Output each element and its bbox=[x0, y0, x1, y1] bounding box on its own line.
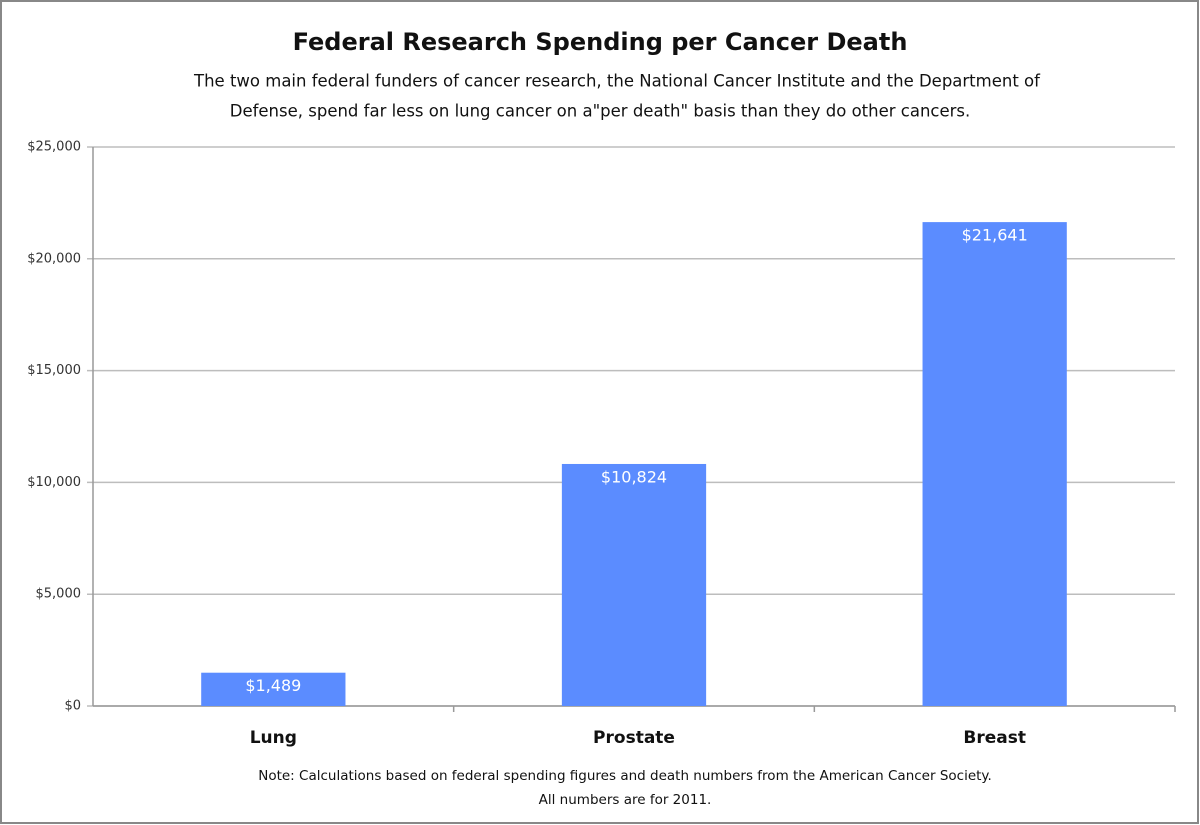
note: Note: Calculations based on federal spen… bbox=[258, 768, 992, 784]
y-tick-label: $0 bbox=[64, 699, 81, 714]
value-label: $21,641 bbox=[962, 226, 1028, 245]
x-tick-label: Prostate bbox=[593, 728, 675, 748]
subtitle: The two main federal funders of cancer r… bbox=[193, 72, 1041, 91]
chart-title: Federal Research Spending per Cancer Dea… bbox=[293, 28, 908, 56]
y-tick-label: $15,000 bbox=[27, 363, 81, 378]
value-label: $10,824 bbox=[601, 467, 667, 486]
note: All numbers are for 2011. bbox=[539, 792, 712, 808]
y-tick-label: $5,000 bbox=[36, 587, 82, 602]
bar bbox=[561, 463, 707, 706]
bar bbox=[922, 222, 1067, 706]
y-tick-label: $10,000 bbox=[27, 475, 81, 490]
subtitle: Defense, spend far less on lung cancer o… bbox=[230, 102, 971, 121]
x-tick-label: Lung bbox=[250, 728, 297, 748]
value-label: $1,489 bbox=[245, 676, 301, 695]
x-tick-label: Breast bbox=[963, 728, 1026, 748]
y-tick-label: $25,000 bbox=[27, 140, 81, 155]
y-tick-label: $20,000 bbox=[27, 251, 81, 266]
bar bbox=[201, 672, 346, 706]
